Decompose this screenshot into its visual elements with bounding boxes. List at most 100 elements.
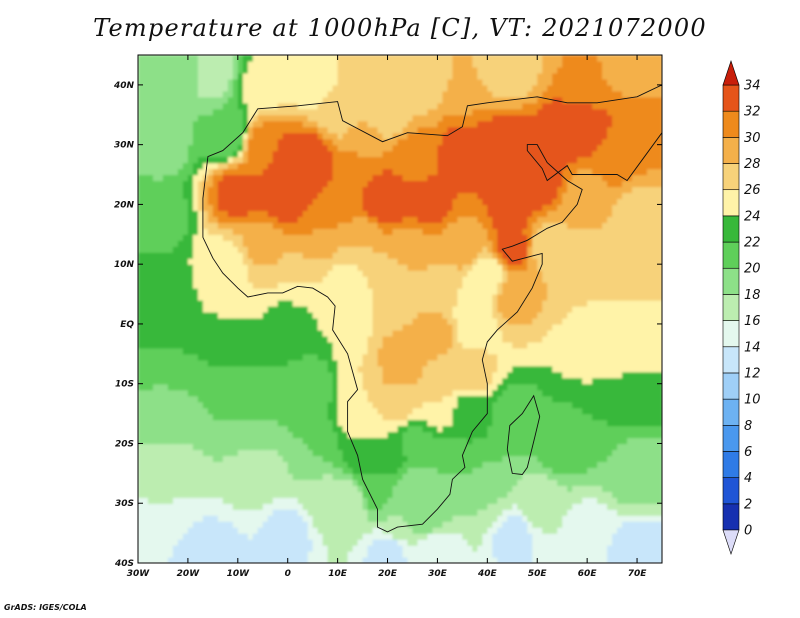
- field-cell: [362, 479, 369, 486]
- field-cell: [297, 311, 304, 319]
- field-cell: [272, 425, 279, 433]
- field-cell: [242, 509, 249, 516]
- field-cell: [377, 186, 384, 194]
- field-cell: [172, 270, 179, 277]
- field-cell: [157, 437, 164, 445]
- field-cell: [207, 341, 214, 349]
- field-cell: [307, 365, 314, 373]
- field-cell: [187, 521, 194, 528]
- field-cell: [232, 413, 239, 421]
- field-cell: [222, 431, 229, 439]
- field-cell: [417, 317, 424, 325]
- field-cell: [342, 467, 349, 474]
- field-cell: [232, 126, 239, 134]
- field-cell: [367, 55, 374, 62]
- field-cell: [417, 306, 424, 313]
- field-cell: [222, 246, 229, 253]
- field-cell: [272, 252, 279, 259]
- field-cell: [247, 407, 254, 415]
- field-cell: [352, 222, 359, 229]
- field-cell: [187, 55, 194, 62]
- field-cell: [287, 353, 294, 361]
- field-cell: [337, 282, 344, 289]
- field-cell: [262, 132, 269, 140]
- field-cell: [362, 557, 369, 563]
- field-cell: [362, 497, 369, 504]
- field-cell: [192, 84, 199, 92]
- field-cell: [212, 210, 219, 217]
- field-cell: [327, 150, 334, 158]
- field-cell: [237, 138, 244, 146]
- field-cell: [287, 282, 294, 289]
- field-cell: [207, 479, 214, 486]
- field-cell: [332, 252, 339, 259]
- field-cell: [192, 539, 199, 546]
- field-cell: [172, 258, 179, 265]
- field-cell: [172, 437, 179, 445]
- field-cell: [422, 533, 429, 540]
- field-cell: [138, 401, 144, 409]
- field-cell: [197, 96, 204, 104]
- field-cell: [197, 329, 204, 337]
- field-cell: [217, 395, 224, 403]
- field-cell: [357, 180, 364, 188]
- field-cell: [237, 120, 244, 128]
- field-cell: [372, 84, 379, 92]
- field-cell: [252, 491, 259, 498]
- field-cell: [347, 491, 354, 498]
- field-cell: [212, 413, 219, 421]
- field-cell: [277, 377, 284, 385]
- field-cell: [177, 114, 184, 122]
- field-cell: [252, 467, 259, 474]
- field-cell: [342, 156, 349, 164]
- field-cell: [382, 108, 389, 116]
- field-cell: [237, 156, 244, 164]
- field-cell: [402, 126, 409, 134]
- field-cell: [242, 419, 249, 427]
- field-cell: [407, 126, 414, 134]
- field-cell: [222, 317, 229, 325]
- field-cell: [302, 306, 309, 313]
- field-cell: [197, 204, 204, 211]
- field-cell: [217, 90, 224, 98]
- field-cell: [392, 443, 399, 451]
- field-cell: [212, 78, 219, 86]
- field-cell: [207, 174, 214, 182]
- field-cell: [212, 395, 219, 403]
- field-cell: [187, 497, 194, 504]
- field-cell: [197, 222, 204, 229]
- field-cell: [407, 72, 414, 80]
- field-cell: [412, 120, 419, 128]
- field-cell: [292, 479, 299, 486]
- field-cell: [287, 497, 294, 504]
- field-cell: [157, 132, 164, 140]
- field-cell: [282, 294, 289, 301]
- field-cell: [182, 144, 189, 152]
- field-cell: [377, 168, 384, 176]
- field-cell: [162, 174, 169, 182]
- field-cell: [337, 533, 344, 540]
- field-cell: [282, 192, 289, 200]
- field-cell: [222, 515, 229, 522]
- field-cell: [397, 395, 404, 403]
- field-cell: [302, 162, 309, 170]
- field-cell: [147, 515, 154, 522]
- field-cell: [277, 359, 284, 367]
- field-cell: [332, 222, 339, 229]
- field-cell: [257, 389, 264, 397]
- field-cell: [352, 204, 359, 211]
- field-cell: [397, 545, 404, 552]
- field-cell: [197, 317, 204, 325]
- field-cell: [247, 383, 254, 391]
- field-cell: [217, 539, 224, 546]
- field-cell: [202, 252, 209, 259]
- field-cell: [407, 503, 414, 510]
- field-cell: [337, 276, 344, 283]
- field-cell: [327, 294, 334, 301]
- field-cell: [152, 317, 159, 325]
- field-cell: [357, 539, 364, 546]
- field-cell: [352, 323, 359, 331]
- field-cell: [192, 78, 199, 86]
- field-cell: [162, 90, 169, 98]
- field-cell: [397, 60, 404, 68]
